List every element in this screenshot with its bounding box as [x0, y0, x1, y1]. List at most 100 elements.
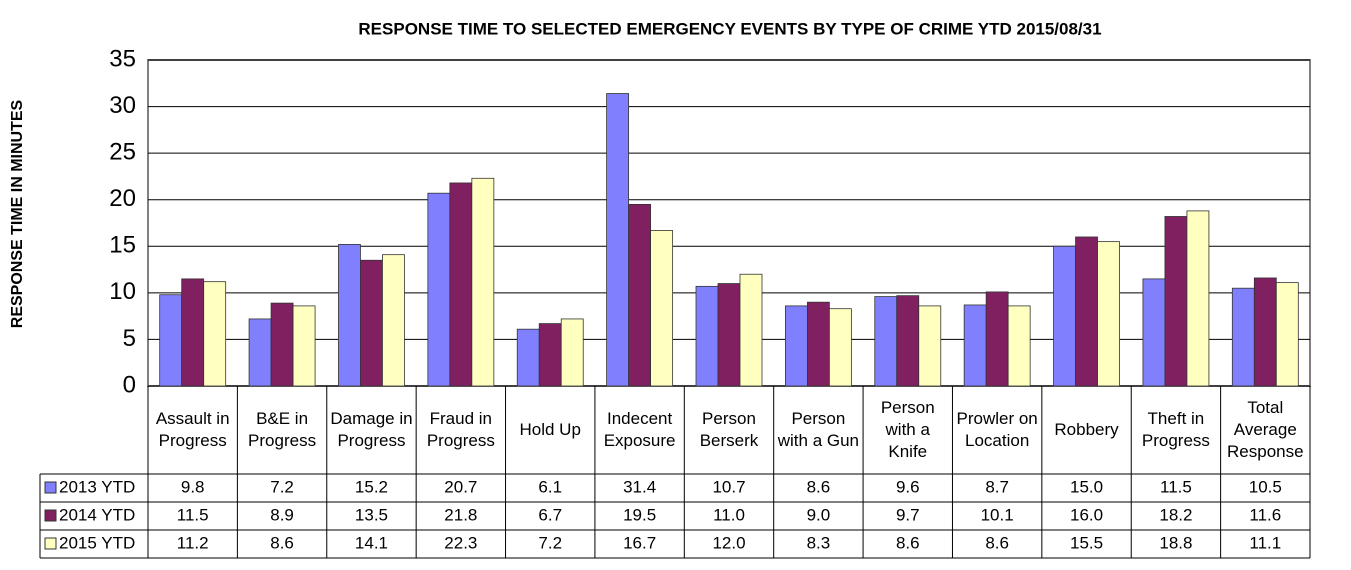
data-label: 8.6	[270, 533, 294, 552]
bar	[538, 323, 562, 387]
data-label: 9.6	[896, 477, 920, 496]
legend-swatch	[44, 509, 57, 522]
bar	[695, 285, 719, 387]
bar	[1075, 236, 1098, 387]
y-tick-label: 25	[109, 138, 136, 165]
data-label: 13.5	[355, 505, 388, 524]
data-label: 10.7	[712, 477, 745, 496]
x-tick-label: Robbery	[1054, 420, 1119, 439]
data-label: 8.6	[896, 533, 920, 552]
bar	[382, 254, 405, 387]
bar	[248, 318, 272, 387]
bar	[560, 318, 584, 387]
y-tick-label: 35	[109, 45, 136, 72]
data-label: 8.6	[985, 533, 1009, 552]
bar	[1253, 277, 1277, 387]
data-label: 16.0	[1070, 505, 1103, 524]
bar	[828, 308, 852, 387]
legend-swatch	[44, 481, 57, 494]
data-label: 15.0	[1070, 477, 1103, 496]
x-tick-label: Person with a Knife	[880, 398, 935, 461]
y-tick-label: 30	[109, 92, 136, 119]
data-label: 6.1	[538, 477, 562, 496]
data-label: 8.3	[807, 533, 831, 552]
x-tick-label: Person Berserk	[699, 409, 759, 450]
bar	[159, 294, 183, 387]
data-label: 20.7	[444, 477, 477, 496]
bar	[1186, 210, 1210, 387]
data-label: 8.6	[807, 477, 831, 496]
data-label: 11.1	[1249, 533, 1281, 552]
bar	[1053, 245, 1076, 387]
data-label: 19.5	[623, 505, 656, 524]
data-label: 9.8	[181, 477, 205, 496]
data-label: 8.9	[270, 505, 294, 524]
bar	[427, 192, 451, 387]
bar	[1007, 305, 1031, 387]
data-label: 9.7	[896, 505, 920, 524]
bar	[784, 305, 808, 387]
x-tick-label: Assault in Progress	[155, 409, 230, 450]
x-tick-label: Person with a Gun	[777, 409, 859, 450]
data-label: 15.2	[355, 477, 388, 496]
data-label: 16.7	[623, 533, 656, 552]
bar	[203, 281, 227, 387]
bar	[606, 93, 630, 387]
bar	[806, 301, 830, 387]
data-label: 10.1	[981, 505, 1014, 524]
bar	[717, 283, 741, 387]
y-axis-label: RESPONSE TIME IN MINUTES	[9, 99, 26, 328]
legend-label: 2013 YTD	[59, 477, 135, 496]
legend-label: 2014 YTD	[59, 505, 135, 524]
bar	[516, 328, 540, 387]
data-label: 14.1	[355, 533, 388, 552]
data-label: 11.5	[177, 505, 209, 524]
data-label: 15.5	[1070, 533, 1103, 552]
bar	[1142, 278, 1166, 387]
data-label: 21.8	[444, 505, 477, 524]
legend-label: 2015 YTD	[59, 533, 135, 552]
bar	[471, 177, 495, 387]
data-label: 10.5	[1249, 477, 1282, 496]
x-tick-label: Total Average Response	[1227, 398, 1304, 461]
bar	[1097, 241, 1120, 387]
data-label: 31.4	[623, 477, 656, 496]
data-label: 8.7	[985, 477, 1009, 496]
y-tick-label: 0	[123, 371, 136, 398]
x-tick-label: B&E in Progress	[248, 409, 317, 450]
bar	[628, 203, 652, 387]
data-label: 11.6	[1249, 505, 1281, 524]
bar	[181, 278, 205, 387]
data-label: 18.8	[1159, 533, 1192, 552]
data-label: 7.2	[538, 533, 562, 552]
y-tick-label: 20	[109, 185, 136, 212]
bar	[1164, 216, 1188, 387]
y-tick-label: 15	[109, 232, 136, 259]
bar	[985, 291, 1009, 387]
bar	[1275, 282, 1299, 387]
data-label: 6.7	[538, 505, 562, 524]
data-label: 22.3	[444, 533, 477, 552]
x-tick-label: Prowler on Location	[956, 409, 1038, 450]
data-label: 12.0	[712, 533, 745, 552]
data-label: 18.2	[1159, 505, 1192, 524]
data-label: 11.5	[1160, 477, 1192, 496]
bar	[739, 273, 763, 387]
x-tick-label: Theft in Progress	[1141, 409, 1210, 450]
y-tick-label: 10	[109, 278, 136, 305]
bar	[650, 230, 674, 387]
x-tick-label: Indecent Exposure	[603, 409, 676, 450]
data-label: 11.2	[177, 533, 209, 552]
chart-title: RESPONSE TIME TO SELECTED EMERGENCY EVEN…	[358, 19, 1101, 38]
bar	[874, 296, 898, 387]
x-tick-label: Damage in Progress	[330, 409, 413, 450]
bar	[896, 295, 920, 387]
bar	[1231, 287, 1255, 387]
y-tick-label: 5	[123, 325, 136, 352]
bar	[918, 305, 942, 387]
x-tick-label: Hold Up	[519, 420, 581, 439]
bar	[270, 302, 294, 387]
data-label: 11.0	[713, 505, 745, 524]
